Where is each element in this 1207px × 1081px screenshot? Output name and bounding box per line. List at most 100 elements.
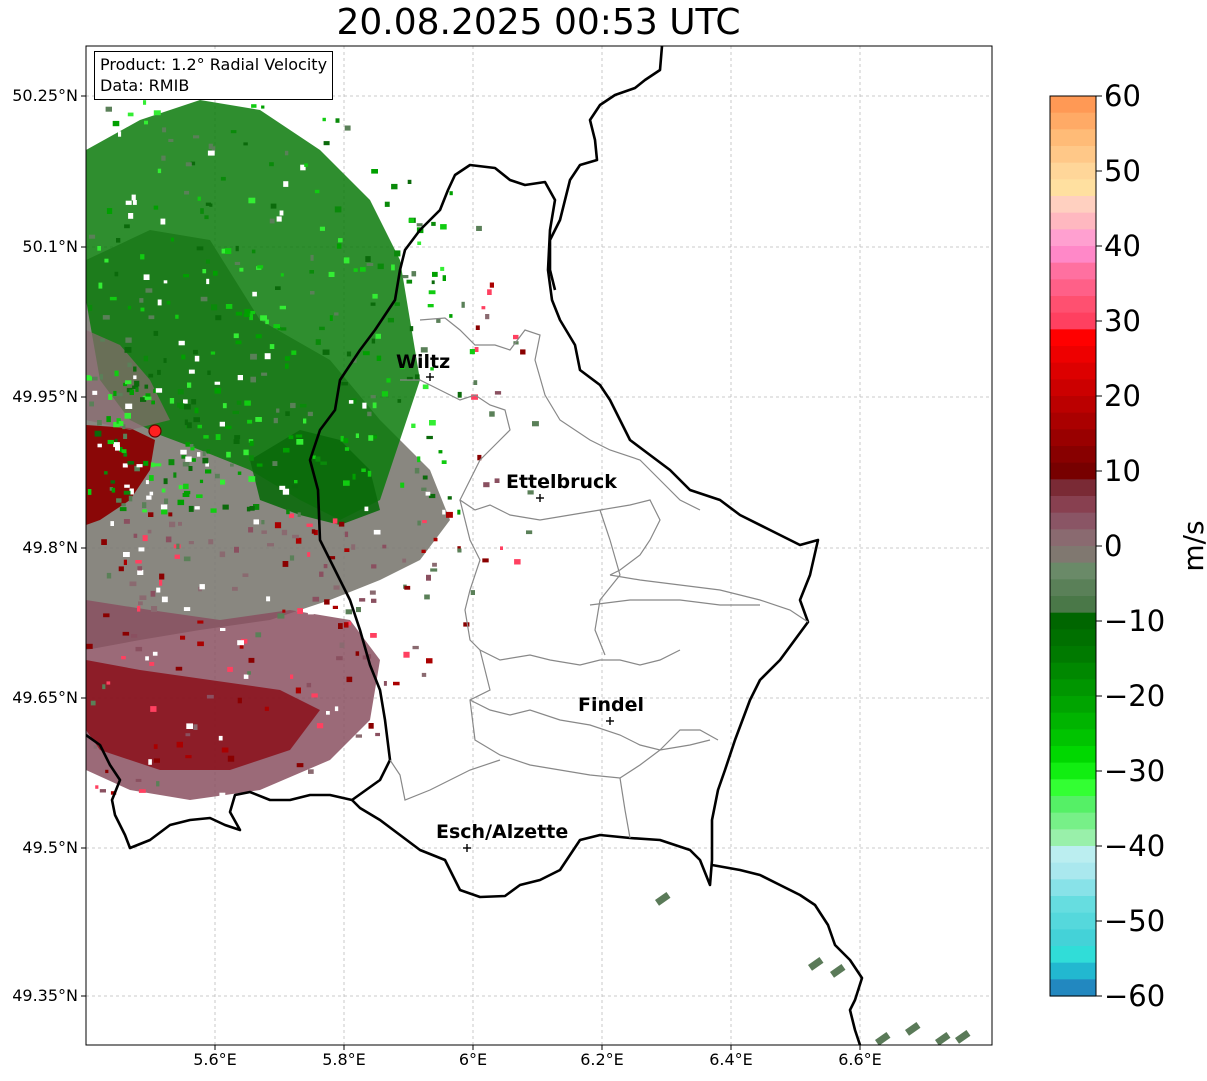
velocity-speckle — [436, 318, 441, 323]
velocity-speckle — [180, 449, 187, 455]
velocity-speckle — [185, 755, 192, 759]
velocity-speckle — [135, 387, 139, 392]
velocity-speckle — [267, 543, 274, 547]
velocity-speckle — [143, 274, 150, 280]
velocity-speckle — [406, 376, 413, 381]
velocity-speckle — [188, 466, 193, 471]
product-info-box: Product: 1.2° Radial Velocity Data: RMIB — [94, 51, 334, 100]
velocity-speckle — [178, 340, 185, 346]
country-borders — [86, 46, 864, 1045]
velocity-speckle — [203, 435, 209, 439]
velocity-speckle — [312, 596, 320, 602]
velocity-speckle — [210, 351, 216, 355]
velocity-speckle — [427, 304, 434, 308]
velocity-speckle — [904, 1021, 921, 1036]
velocity-speckle — [431, 280, 435, 285]
velocity-speckle — [383, 681, 387, 686]
velocity-speckle — [381, 391, 388, 397]
velocity-speckle — [153, 205, 159, 210]
velocity-speckle — [355, 651, 360, 656]
velocity-speckle — [176, 543, 180, 550]
velocity-speckle — [193, 135, 200, 139]
velocity-speckle — [314, 189, 320, 194]
velocity-speckle — [319, 326, 325, 331]
velocity-speckle — [97, 420, 102, 426]
velocity-speckle — [376, 355, 382, 361]
velocity-speckle — [129, 488, 134, 495]
velocity-speckle — [243, 449, 249, 456]
velocity-speckle — [431, 221, 436, 226]
velocity-speckle — [133, 366, 137, 372]
colorbar-tick-label: −30 — [1104, 754, 1166, 788]
velocity-speckle — [249, 455, 254, 461]
velocity-speckle — [124, 224, 130, 229]
velocity-speckle — [248, 527, 254, 533]
colorbar-segment — [1050, 729, 1096, 747]
velocity-speckle — [356, 607, 361, 613]
velocity-speckle — [205, 259, 210, 264]
velocity-speckle — [241, 638, 248, 644]
velocity-speckle — [248, 657, 255, 663]
velocity-speckle — [487, 289, 492, 295]
velocity-speckle — [185, 442, 191, 447]
velocity-speckle — [206, 694, 214, 699]
lat-tick-label: 49.65°N — [12, 688, 78, 707]
velocity-speckle — [123, 519, 130, 524]
velocity-speckle — [184, 190, 190, 195]
velocity-speckle — [368, 606, 376, 611]
velocity-speckle — [272, 461, 278, 466]
velocity-speckle — [315, 339, 321, 345]
velocity-speckle — [440, 224, 447, 230]
colorbar-segment — [1050, 212, 1096, 230]
velocity-speckle — [372, 293, 378, 299]
velocity-speckle — [202, 457, 209, 464]
velocity-speckle — [127, 112, 134, 117]
velocity-speckle — [426, 658, 433, 664]
velocity-speckle — [124, 484, 130, 488]
velocity-speckle — [114, 370, 119, 377]
city-markers — [426, 373, 614, 852]
velocity-speckle — [104, 471, 108, 475]
colorbar-segment — [1050, 296, 1096, 314]
velocity-speckle — [312, 455, 316, 459]
velocity-speckle — [243, 142, 248, 146]
velocity-speckle — [346, 676, 353, 683]
velocity-speckle — [156, 781, 160, 787]
velocity-speckle — [394, 302, 400, 306]
velocity-speckle — [308, 769, 314, 774]
velocity-speckle — [220, 628, 226, 631]
velocity-speckle — [145, 393, 151, 398]
velocity-speckle — [489, 411, 495, 417]
velocity-speckle — [316, 723, 324, 729]
velocity-speckle — [113, 442, 120, 448]
velocity-speckle — [336, 656, 343, 661]
velocity-speckle — [412, 645, 419, 650]
velocity-speckle — [441, 460, 447, 464]
colorbar-tick-label: 40 — [1104, 229, 1141, 263]
velocity-speckle — [360, 267, 366, 272]
velocity-speckle — [346, 351, 352, 357]
velocity-speckle — [206, 449, 211, 454]
velocity-speckle — [411, 423, 416, 428]
velocity-speckle — [457, 548, 462, 553]
velocity-speckle — [400, 482, 405, 488]
velocity-speckle — [215, 315, 222, 321]
velocity-speckle — [163, 358, 167, 363]
velocity-speckle — [93, 745, 97, 749]
velocity-speckle — [473, 380, 478, 385]
velocity-speckle — [113, 422, 120, 428]
velocity-speckle — [197, 452, 201, 457]
velocity-speckle — [239, 643, 244, 649]
velocity-speckle — [934, 1031, 951, 1045]
velocity-speckle — [211, 146, 216, 152]
velocity-speckle — [118, 131, 122, 137]
velocity-speckle — [153, 110, 161, 116]
velocity-speckle — [530, 406, 534, 413]
velocity-speckle — [532, 421, 539, 427]
velocity-speckle — [426, 435, 433, 440]
colorbar-segment — [1050, 679, 1096, 697]
velocity-speckle — [140, 254, 145, 260]
velocity-speckle — [119, 447, 123, 452]
map-title: 20.08.2025 00:53 UTC — [336, 2, 741, 43]
